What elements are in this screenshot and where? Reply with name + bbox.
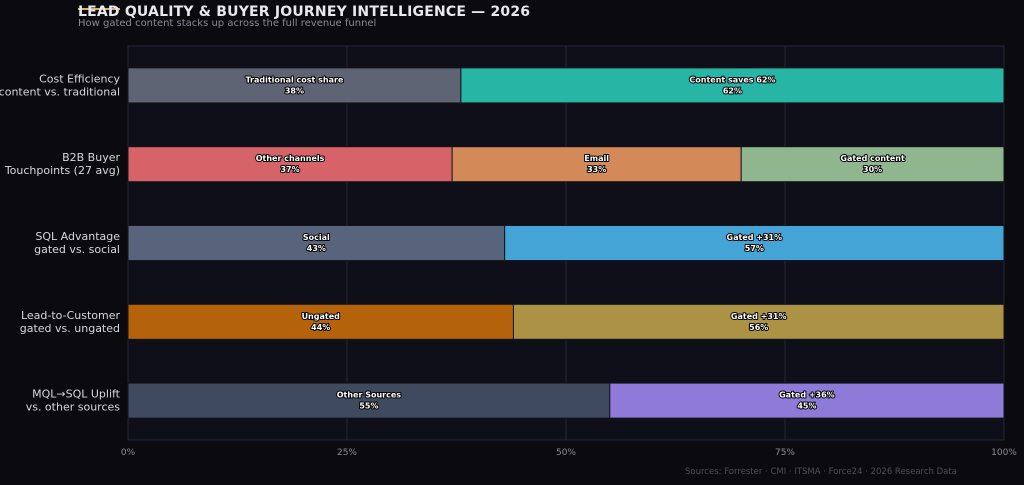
bar-segment [740, 146, 1005, 183]
bar-segment-name: Social [303, 233, 330, 242]
bar-segment-name: Ungated [302, 312, 341, 321]
bar-segment-value: 44% [311, 323, 330, 332]
bar-segment-value: 57% [745, 244, 764, 253]
bar-segment-name: Gated +36% [779, 391, 835, 400]
source-note: Sources: Forrester · CMI · ITSMA · Force… [685, 467, 957, 477]
chart-subtitle: How gated content stacks up across the f… [78, 18, 377, 29]
bar-segment-name: Traditional cost share [245, 75, 343, 84]
bar-segment [127, 225, 506, 261]
bar-segment-value: 43% [307, 244, 326, 253]
x-tick-label: 0% [121, 448, 136, 458]
bar-segment-name: Content saves 62% [689, 75, 775, 84]
bar-segment-name: Email [584, 154, 609, 163]
chart-title: LEAD QUALITY & BUYER JOURNEY INTELLIGENC… [78, 4, 531, 20]
bar-segment [504, 225, 1005, 261]
category-sublabel: gated vs. social [34, 243, 120, 256]
bar-segment-value: 45% [797, 402, 816, 411]
bar-segment [127, 303, 514, 340]
bar-segment-value: 33% [587, 165, 606, 174]
x-tick-label: 75% [775, 448, 795, 458]
x-tick-label: 50% [556, 448, 576, 458]
bar-segment-name: Gated +31% [727, 233, 783, 242]
bar-segment [609, 382, 1005, 419]
category-sublabel: gated vs. ungated [20, 322, 120, 335]
category-label: B2B Buyer [62, 151, 120, 164]
category-label: SQL Advantage [35, 230, 120, 243]
bar-segment [127, 382, 611, 419]
bar-segment [127, 67, 462, 104]
bar-segment-name: Gated +31% [731, 312, 787, 321]
bar-segment-value: 30% [863, 165, 882, 174]
bar-segment-value: 55% [359, 402, 378, 411]
bar-segment [460, 67, 1005, 104]
category-label: Lead-to-Customer [21, 309, 121, 322]
category-sublabel: content vs. traditional [0, 85, 120, 98]
bar-segment-value: 62% [723, 86, 742, 95]
bar-segment-name: Other Sources [337, 391, 402, 400]
bar-segment-value: 56% [749, 323, 768, 332]
bar-segment-name: Gated content [840, 154, 905, 163]
bar-segment-value: 37% [280, 165, 299, 174]
x-tick-label: 25% [337, 448, 357, 458]
category-sublabel: Touchpoints (27 avg) [4, 164, 120, 177]
category-label: Cost Efficiency [39, 72, 120, 85]
category-sublabel: vs. other sources [26, 401, 121, 414]
bar-segment [512, 303, 1005, 340]
category-label: MQL→SQL Uplift [32, 388, 121, 401]
bar-segment-name: Other channels [256, 154, 325, 163]
bar-segment [451, 146, 742, 183]
title-accent-line [78, 8, 120, 10]
bar-segment-value: 38% [285, 86, 304, 95]
bar-segment [127, 146, 453, 183]
x-tick-label: 100% [991, 448, 1017, 458]
